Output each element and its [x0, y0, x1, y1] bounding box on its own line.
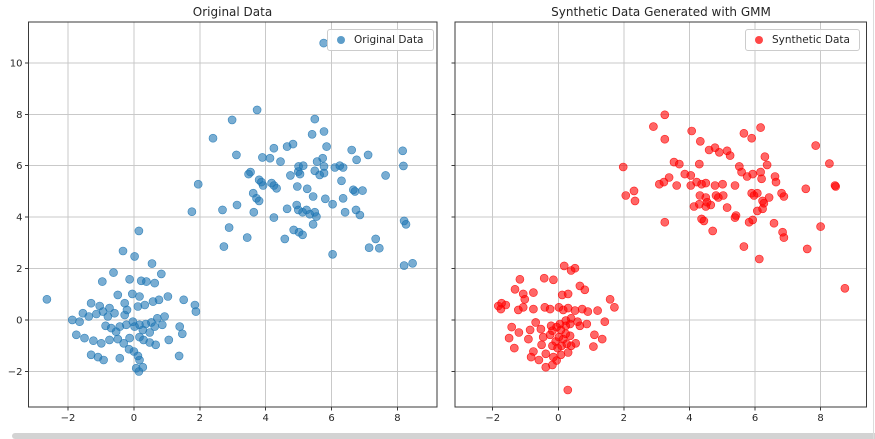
axes-0: −2 0 2 4 6 8 −2 0 2 4 6 8 10 — [8, 21, 438, 424]
tick-labels: −2 0 2 4 6 8 — [485, 413, 823, 424]
axes-spines — [28, 21, 438, 408]
plot-title-original: Original Data — [192, 5, 273, 19]
svg-text:−2: −2 — [485, 413, 500, 424]
svg-text:0: 0 — [131, 413, 137, 424]
horizontal-scrollbar[interactable] — [12, 433, 875, 439]
svg-text:8: 8 — [16, 110, 22, 121]
plot-title-synthetic: Synthetic Data Generated with GMM — [551, 5, 771, 19]
svg-text:4: 4 — [16, 213, 22, 224]
legend-label-synthetic: Synthetic Data — [772, 34, 850, 46]
svg-text:2: 2 — [16, 264, 22, 275]
svg-text:10: 10 — [10, 58, 23, 69]
scatter-points — [493, 110, 850, 395]
tick-marks — [25, 62, 398, 411]
svg-text:0: 0 — [16, 315, 22, 326]
svg-text:−2: −2 — [61, 413, 76, 424]
svg-text:2: 2 — [621, 413, 627, 424]
scatter-marker-icon — [337, 36, 345, 44]
axes-1: −2 0 2 4 6 8 — [451, 21, 867, 424]
svg-text:6: 6 — [16, 161, 22, 172]
axes-spines — [454, 21, 867, 408]
tick-marks — [451, 62, 822, 411]
scatter-points — [42, 38, 417, 376]
svg-text:0: 0 — [555, 413, 561, 424]
legend-label-original: Original Data — [354, 34, 424, 46]
svg-text:6: 6 — [328, 413, 334, 424]
window-edge-divider — [873, 0, 874, 439]
svg-text:8: 8 — [817, 413, 823, 424]
svg-text:8: 8 — [394, 413, 400, 424]
svg-text:4: 4 — [263, 413, 269, 424]
svg-text:−2: −2 — [8, 367, 23, 378]
svg-text:6: 6 — [752, 413, 758, 424]
tick-labels: −2 0 2 4 6 8 −2 0 2 4 6 8 10 — [8, 58, 401, 424]
scatter-marker-icon — [755, 36, 763, 44]
legend-original: Original Data — [327, 29, 434, 51]
grid-lines — [28, 22, 437, 407]
svg-text:4: 4 — [686, 413, 692, 424]
legend-synthetic: Synthetic Data — [745, 29, 860, 51]
svg-text:2: 2 — [197, 413, 203, 424]
